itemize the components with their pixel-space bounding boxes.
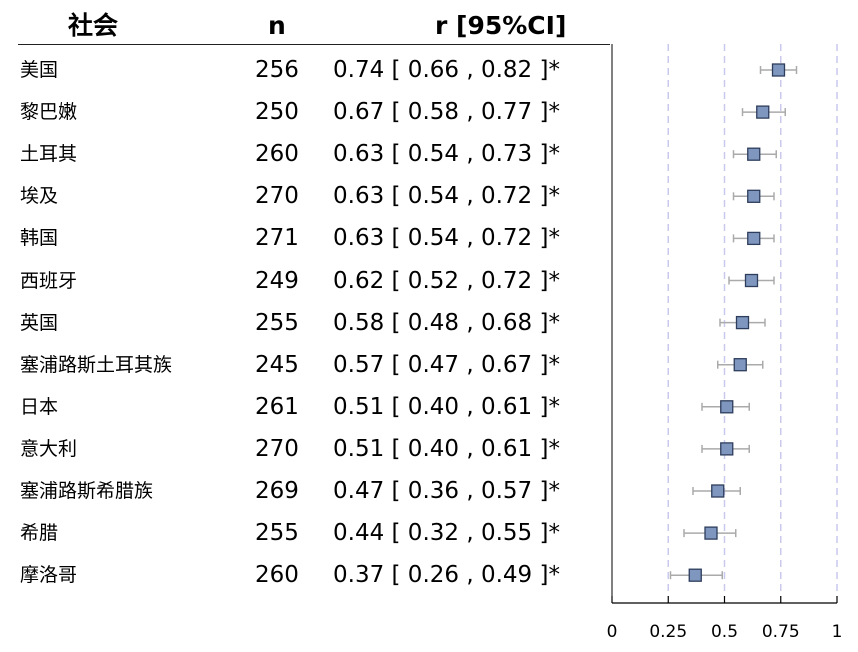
country-label: 土耳其 <box>20 143 78 166</box>
x-tick-label: 0.5 <box>711 622 738 642</box>
sample-size: 270 <box>255 435 299 462</box>
country-label: 美国 <box>20 59 59 81</box>
estimate-marker <box>688 568 702 582</box>
estimate-marker <box>704 526 718 540</box>
x-tick-label: 0.75 <box>762 622 800 642</box>
estimate-marker <box>744 273 759 288</box>
correlation-ci: 0.51 [ 0.40 , 0.61 ]* <box>333 435 560 462</box>
sample-size: 245 <box>255 351 299 378</box>
correlation-ci: 0.63 [ 0.54 , 0.73 ]* <box>333 141 560 168</box>
country-label: 意大利 <box>20 437 78 460</box>
estimate-marker <box>733 358 747 372</box>
estimate-marker <box>756 105 770 119</box>
x-tick-label: 0 <box>607 622 618 642</box>
sample-size: 260 <box>255 562 299 589</box>
table-row: 土耳其 260 0.63 [ 0.54 , 0.73 ]* <box>0 134 610 174</box>
table-row: 塞浦路斯希腊族 269 0.47 [ 0.36 , 0.57 ]* <box>0 471 610 511</box>
correlation-ci: 0.37 [ 0.26 , 0.49 ]* <box>333 562 560 589</box>
table-row: 美国 256 0.74 [ 0.66 , 0.82 ]* <box>0 50 610 90</box>
sample-size: 269 <box>255 478 299 504</box>
country-label: 黎巴嫩 <box>20 101 78 124</box>
sample-size: 255 <box>255 309 299 336</box>
estimate-marker <box>720 442 734 456</box>
x-tick-label: 1 <box>832 622 843 642</box>
sample-size: 271 <box>255 225 299 252</box>
country-label: 塞浦路斯土耳其族 <box>20 353 173 376</box>
table-row: 日本 261 0.51 [ 0.40 , 0.61 ]* <box>0 387 610 427</box>
header-n: n <box>268 11 286 40</box>
sample-size: 270 <box>255 183 299 210</box>
estimate-marker <box>771 63 786 77</box>
correlation-ci: 0.47 [ 0.36 , 0.57 ]* <box>333 478 560 504</box>
table-row: 意大利 270 0.51 [ 0.40 , 0.61 ]* <box>0 429 610 469</box>
sample-size: 256 <box>255 57 299 83</box>
correlation-ci: 0.57 [ 0.47 , 0.67 ]* <box>333 351 560 378</box>
country-label: 英国 <box>20 311 59 334</box>
correlation-ci: 0.63 [ 0.54 , 0.72 ]* <box>333 183 560 210</box>
table-row: 韩国 271 0.63 [ 0.54 , 0.72 ]* <box>0 218 610 258</box>
x-tick-label: 0.25 <box>649 622 687 642</box>
sample-size: 260 <box>255 141 299 168</box>
estimate-marker <box>720 400 734 414</box>
table-row: 英国 255 0.58 [ 0.48 , 0.68 ]* <box>0 303 610 343</box>
sample-size: 261 <box>255 393 299 420</box>
estimate-marker <box>747 189 761 203</box>
header-r-ci: r [95%CI] <box>435 11 567 40</box>
estimate-marker <box>735 315 750 330</box>
sample-size: 250 <box>255 99 299 126</box>
country-label: 摩洛哥 <box>20 564 78 587</box>
estimate-marker <box>747 147 761 161</box>
table-row: 摩洛哥 260 0.37 [ 0.26 , 0.49 ]* <box>0 555 610 595</box>
correlation-ci: 0.63 [ 0.54 , 0.72 ]* <box>333 225 560 252</box>
country-label: 西班牙 <box>20 269 78 292</box>
correlation-ci: 0.74 [ 0.66 , 0.82 ]* <box>333 57 560 83</box>
estimate-marker <box>711 484 725 498</box>
country-label: 塞浦路斯希腊族 <box>20 480 154 502</box>
country-label: 埃及 <box>20 185 59 208</box>
table-row: 希腊 255 0.44 [ 0.32 , 0.55 ]* <box>0 513 610 553</box>
correlation-ci: 0.58 [ 0.48 , 0.68 ]* <box>333 309 560 336</box>
header-rule <box>18 44 610 45</box>
correlation-ci: 0.67 [ 0.58 , 0.77 ]* <box>333 99 560 126</box>
correlation-ci: 0.44 [ 0.32 , 0.55 ]* <box>333 520 560 547</box>
correlation-ci: 0.62 [ 0.52 , 0.72 ]* <box>333 267 560 294</box>
table-row: 黎巴嫩 250 0.67 [ 0.58 , 0.77 ]* <box>0 92 610 132</box>
table-row: 西班牙 249 0.62 [ 0.52 , 0.72 ]* <box>0 261 610 301</box>
table-row: 塞浦路斯土耳其族 245 0.57 [ 0.47 , 0.67 ]* <box>0 345 610 385</box>
country-label: 希腊 <box>20 522 59 545</box>
sample-size: 255 <box>255 520 299 547</box>
estimate-marker <box>747 231 761 246</box>
country-label: 日本 <box>20 395 59 418</box>
header-society: 社会 <box>68 11 119 40</box>
sample-size: 249 <box>255 267 299 294</box>
correlation-ci: 0.51 [ 0.40 , 0.61 ]* <box>333 393 560 420</box>
country-label: 韩国 <box>20 227 59 250</box>
table-row: 埃及 270 0.63 [ 0.54 , 0.72 ]* <box>0 176 610 216</box>
